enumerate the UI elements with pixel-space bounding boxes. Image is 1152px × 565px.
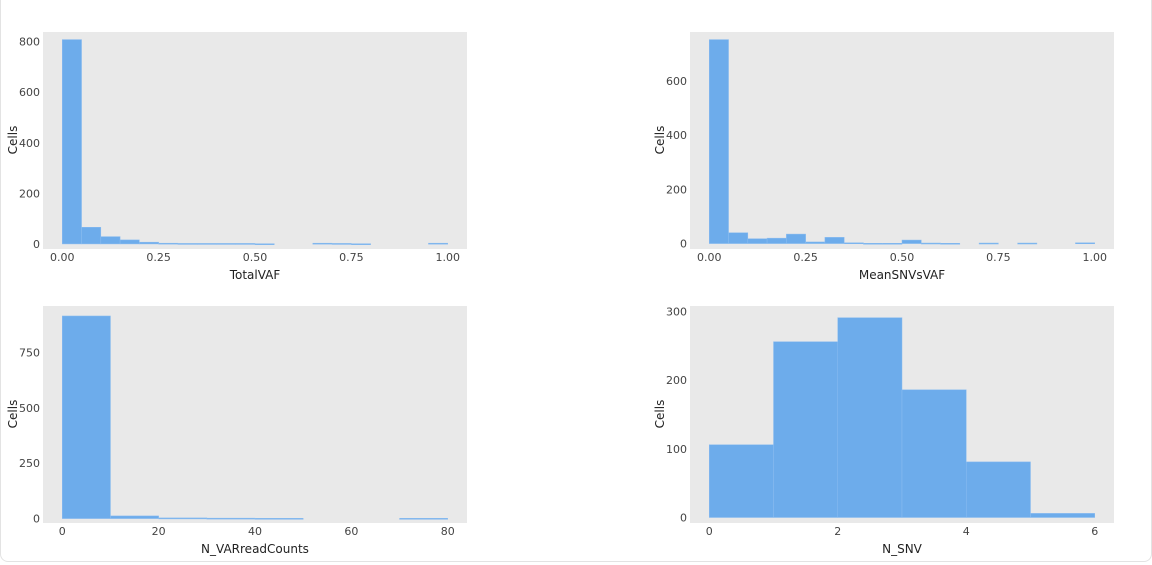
- histogram-bar: [158, 242, 179, 245]
- x-axis-title: N_VARreadCounts: [201, 542, 309, 556]
- x-tick-label: 20: [152, 525, 166, 538]
- histogram-bar: [978, 242, 999, 245]
- panel-n-snv: N_SNV Cells 0 2 4 6 0 100 200 300: [653, 305, 1114, 556]
- x-tick-label: 80: [441, 525, 455, 538]
- histogram-bar: [254, 518, 304, 520]
- histogram-bar: [62, 39, 82, 245]
- histogram-bar: [728, 232, 749, 244]
- y-tick-label: 0: [680, 238, 687, 251]
- y-tick-label: 400: [666, 129, 687, 142]
- x-tick-label: 0.75: [986, 251, 1011, 264]
- histogram-bar: [110, 515, 159, 519]
- histogram-bar: [399, 518, 448, 520]
- histogram-bar: [863, 243, 883, 245]
- histogram-bar: [254, 243, 275, 245]
- x-tick-label: 0.25: [793, 251, 818, 264]
- histogram-bar: [766, 237, 787, 244]
- histogram-bar: [786, 233, 806, 244]
- histogram-bar: [235, 243, 256, 245]
- histogram-bar: [351, 243, 371, 245]
- x-tick-label: 0.75: [339, 251, 364, 264]
- histogram-bar: [843, 242, 864, 245]
- y-axis-title: Cells: [653, 400, 667, 429]
- y-tick-label: 0: [33, 238, 40, 251]
- x-tick-label: 1.00: [435, 251, 460, 264]
- histogram-bar: [837, 317, 903, 518]
- histogram-bar: [100, 236, 121, 245]
- x-axis-title: TotalVAF: [229, 268, 281, 282]
- y-tick-label: 0: [680, 512, 687, 525]
- panel-meansnvsvaf: MeanSNVsVAF Cells 0.00 0.25 0.50 0.75 1.00 0 2…: [653, 32, 1114, 282]
- x-tick-label: 0.50: [243, 251, 268, 264]
- y-tick-label: 200: [666, 183, 687, 196]
- y-tick-label: 250: [19, 457, 40, 470]
- y-tick-label: 200: [666, 374, 687, 387]
- x-tick-label: 0.00: [697, 251, 722, 264]
- histogram-bar: [921, 242, 941, 245]
- histogram-bar: [119, 239, 140, 245]
- histogram-bar: [1017, 242, 1038, 245]
- y-tick-label: 300: [666, 305, 687, 318]
- x-tick-label: 0.00: [50, 251, 75, 264]
- y-axis-title: Cells: [6, 126, 20, 155]
- y-tick-label: 600: [666, 75, 687, 88]
- histogram-bar: [331, 243, 352, 245]
- histogram-bar: [773, 341, 839, 518]
- histogram-bar: [428, 242, 448, 245]
- histogram-bar: [824, 237, 845, 244]
- histogram-bar: [1030, 513, 1095, 518]
- histogram-bar: [965, 461, 1031, 518]
- x-tick-label: 6: [1091, 525, 1098, 538]
- histogram-bar: [709, 39, 729, 244]
- histogram-bar: [901, 239, 922, 244]
- histogram-bar: [158, 517, 208, 520]
- histogram-bar: [805, 241, 826, 244]
- histogram-bar: [747, 238, 768, 244]
- histogram-bar: [206, 517, 256, 520]
- histogram-bar: [216, 243, 236, 245]
- x-tick-label: 0: [706, 525, 713, 538]
- plot-area: [43, 306, 467, 523]
- y-tick-label: 0: [33, 513, 40, 526]
- plot-area: [690, 32, 1114, 249]
- y-tick-label: 750: [19, 347, 40, 360]
- y-tick-label: 200: [19, 187, 40, 200]
- x-axis-title: MeanSNVsVAF: [859, 268, 945, 282]
- x-tick-label: 40: [248, 525, 262, 538]
- y-axis-title: Cells: [653, 126, 667, 155]
- y-tick-label: 800: [19, 36, 40, 49]
- x-tick-label: 0.50: [890, 251, 915, 264]
- x-tick-label: 0.25: [146, 251, 171, 264]
- histogram-bar: [139, 241, 159, 245]
- x-tick-label: 1.00: [1082, 251, 1107, 264]
- x-axis-title: N_SNV: [882, 542, 923, 556]
- x-tick-label: 0: [59, 525, 66, 538]
- histogram-bar: [177, 243, 198, 245]
- histogram-bar: [62, 315, 111, 519]
- y-tick-label: 100: [666, 443, 687, 456]
- histogram-bar: [882, 243, 903, 245]
- panel-n-varreadcounts: N_VARreadCounts Cells 0 20 40 60 80 0 250 500 75…: [6, 306, 467, 556]
- histogram-bar: [901, 389, 967, 518]
- y-tick-label: 500: [19, 402, 40, 415]
- histogram-bar: [1075, 242, 1095, 245]
- histogram-bar: [940, 243, 961, 245]
- x-tick-label: 60: [344, 525, 358, 538]
- histogram-bar: [709, 444, 774, 518]
- histogram-bar: [81, 226, 102, 245]
- y-tick-label: 400: [19, 137, 40, 150]
- histogram-bar: [312, 242, 333, 245]
- histogram-bar: [196, 243, 217, 245]
- x-tick-label: 2: [834, 525, 841, 538]
- x-tick-label: 4: [963, 525, 970, 538]
- plot-area: [43, 32, 467, 249]
- y-tick-label: 600: [19, 86, 40, 99]
- y-axis-title: Cells: [6, 400, 20, 429]
- panel-totalvaf: TotalVAF Cells 0.00 0.25 0.50 0.75 1.00 0 200 4…: [6, 32, 467, 282]
